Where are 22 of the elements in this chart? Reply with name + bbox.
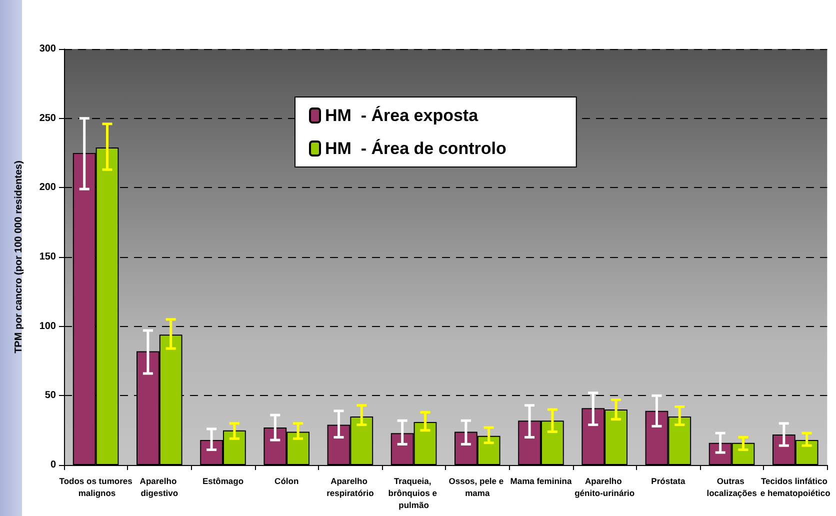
x-tick-label: Traqueia, brônquios e pulmão	[388, 476, 440, 510]
x-tick-label: Próstata	[651, 476, 686, 486]
legend-label: HM - Área de controlo	[325, 138, 506, 158]
x-tick-label: Tecidos linfático e hematopoiético	[760, 476, 830, 498]
x-tick-label: Aparelho digestivo	[140, 476, 179, 498]
x-tick-label: Cólon	[274, 476, 299, 486]
y-tick-label: 250	[39, 112, 56, 124]
y-tick-label: 300	[39, 44, 56, 54]
legend-label: HM - Área exposta	[325, 105, 479, 125]
y-tick-label: 150	[39, 252, 56, 262]
y-axis-title: TPM por cancro (por 100 000 residentes)	[14, 160, 24, 354]
x-tick-label: Aparelho génito-urinário	[574, 476, 635, 498]
x-tick-label: Outras localizações	[706, 476, 758, 498]
x-tick-label: Estômago	[202, 476, 244, 486]
y-tick-label: 200	[39, 182, 56, 194]
y-tick-label: 0	[50, 460, 56, 470]
x-tick-label: Ossos, pele e mama	[448, 476, 506, 498]
x-tick-label: Mama feminina	[510, 476, 572, 486]
y-tick-label: 50	[44, 390, 56, 402]
y-tick-label: 100	[39, 320, 56, 332]
x-tick-label: Todos os tumores malignos	[59, 476, 133, 498]
x-tick-label: Aparelho respiratório	[326, 476, 374, 498]
